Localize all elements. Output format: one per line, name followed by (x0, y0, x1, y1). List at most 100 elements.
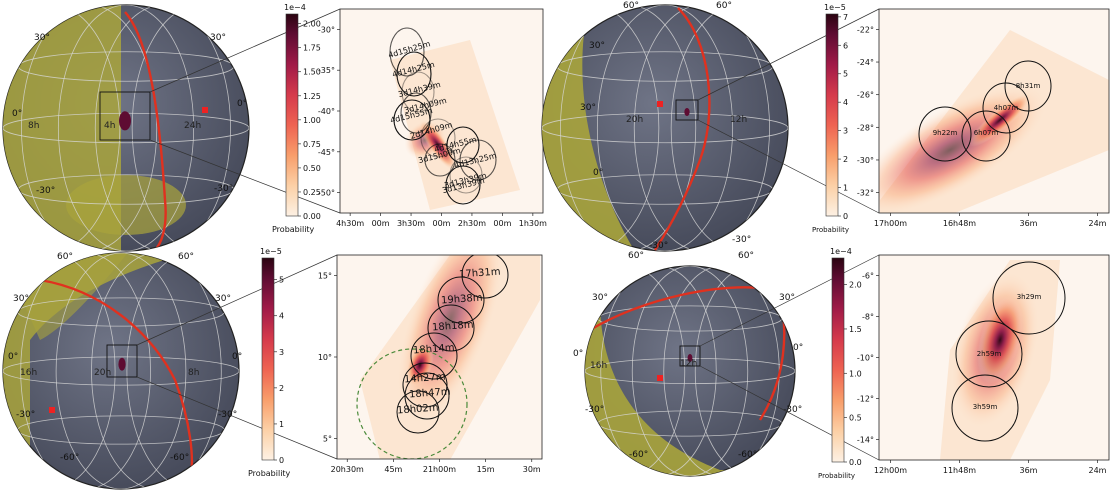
meridian (91, 253, 222, 489)
circle-label: 18h02m (397, 403, 439, 417)
colorbar-tick-label: 1.0 (849, 369, 862, 378)
meridian (560, 5, 697, 251)
meridian (694, 266, 795, 476)
lat-label: 60° (57, 252, 73, 262)
heatmap: 4d15h25m4d14h25m3d14h39m3d14h09m4d15h55m… (318, 8, 547, 228)
meridian (542, 5, 660, 251)
lat-label: 0° (573, 349, 583, 359)
connector-line (699, 254, 880, 347)
colorbar-tick-label: 6 (843, 41, 848, 50)
red-boundary (124, 11, 167, 251)
x-tick-label: 45m (384, 465, 402, 474)
meridian (633, 5, 770, 251)
colorbar-gradient (825, 13, 839, 217)
globe: 60° 60° 30° 30° 0° -30° -30° 20h 12h (541, 1, 789, 252)
zoom-box (675, 99, 699, 121)
circle-label: 9h22m (933, 129, 958, 137)
colorbar-tick-label: 4 (843, 98, 848, 107)
x-tick-label: 00m (493, 219, 511, 228)
y-tick-label: -30° (318, 25, 335, 34)
circle-label: 2h59m (977, 350, 1002, 358)
colorbar-tick-label: 2.0 (849, 281, 862, 290)
meridian (126, 253, 239, 489)
x-tick-label: 36m (1020, 466, 1038, 475)
lat-label: -30° (783, 405, 802, 415)
meridian (585, 266, 686, 476)
lat-label: 30° (580, 103, 596, 113)
lon-label: 24h (184, 121, 201, 131)
connector-line (699, 365, 880, 461)
heatmap: 3h29m 2h59m 3h59m -6° -8° -10° -12° -14° 12h00m 1… (857, 254, 1110, 475)
colorbar-tick-label: 1.25 (303, 92, 321, 101)
localization-circle (389, 27, 425, 77)
lat-label: 0° (8, 352, 18, 362)
x-tick-label: 2h30m (458, 219, 486, 228)
lat-label: 30° (34, 33, 50, 43)
lat-label: 30° (592, 293, 608, 303)
red-marker (49, 407, 55, 413)
red-boundary (653, 7, 711, 251)
lat-label: 30° (779, 293, 795, 303)
x-tick-label: 24m (1089, 219, 1107, 228)
meridian (3, 253, 116, 489)
localization-circle (918, 106, 972, 162)
colorbar-tick-label: 1 (279, 420, 284, 429)
circle-label: 19h38m (441, 293, 483, 307)
colorbar-exponent: 1e−5 (260, 247, 282, 256)
colorbar: 1e−4 0.0 0.5 1.0 1.5 2.0 Probability (818, 247, 862, 480)
meridian (21, 5, 158, 251)
colorbar-tick-label: 7 (843, 13, 848, 22)
lat-label: -60° (738, 450, 757, 460)
colorbar-tick-label: 0 (843, 212, 848, 221)
meridian (55, 253, 187, 489)
lat-label: 0° (237, 99, 247, 109)
x-tick-label: 4h30m (336, 219, 364, 228)
zoom-box (106, 344, 138, 378)
meridian (631, 266, 749, 476)
lat-label: -60° (629, 450, 648, 460)
meridian (670, 5, 788, 251)
lat-label: 30° (210, 33, 226, 43)
x-tick-label: 30m (523, 465, 541, 474)
localization-circle (982, 82, 1030, 134)
colorbar-label: Probability (818, 472, 855, 480)
y-tick-label: -28° (857, 123, 874, 132)
colorbar-tick-label: 0.00 (303, 212, 321, 221)
globe: 30° 30° 0° 0° -30° -30° 8h 4h 24h (2, 4, 250, 252)
lat-label: -30° (16, 410, 35, 420)
y-tick-label: 10° (318, 353, 332, 362)
localization-circle (1004, 60, 1052, 112)
lat-label: -30° (649, 241, 668, 251)
colorbar-gradient (261, 257, 275, 461)
localization-circle (401, 71, 435, 113)
x-tick-label: 16h48m (943, 219, 976, 228)
dashed-region (356, 348, 468, 459)
y-tick-label: -10° (857, 354, 874, 363)
lon-label: 4h (104, 121, 115, 131)
lat-label: -60° (170, 453, 189, 463)
localization-circle (951, 374, 1019, 442)
colorbar-tick-label: 1.5 (849, 325, 862, 334)
x-tick-label: 15m (477, 465, 495, 474)
lat-label: 0° (793, 343, 803, 353)
colorbar-tick-label: 0.0 (849, 458, 862, 467)
colorbar-tick-label: 3 (843, 127, 848, 136)
colorbar-tick-label: 2 (279, 384, 284, 393)
colorbar-tick-label: 5 (843, 70, 848, 79)
lat-label: -30° (585, 405, 604, 415)
y-tick-label: -26° (857, 91, 874, 100)
x-tick-label: 11h48m (943, 466, 976, 475)
localization-circle (437, 276, 485, 324)
x-tick-label: 00m (372, 219, 390, 228)
circle-label: 17h31m (459, 267, 501, 281)
heatmap: 9h22m 8h31m 6h07m 4h07m -22° -24° -26° -28° -30°… (857, 8, 1110, 228)
lat-label: 60° (178, 252, 194, 262)
lon-label: 16h (20, 368, 37, 378)
connector-line (697, 8, 880, 101)
localization-circle (393, 99, 431, 141)
localization-circle (961, 110, 1011, 162)
x-tick-label: 17h00m (874, 219, 907, 228)
panel-a: 30° 30° 0° 0° -30° -30° 8h 4h 24h 1e−4 0.00 0.25 0.5… (2, 3, 547, 252)
lat-label: 60° (623, 1, 639, 11)
colorbar-tick-label: 0 (279, 456, 284, 465)
